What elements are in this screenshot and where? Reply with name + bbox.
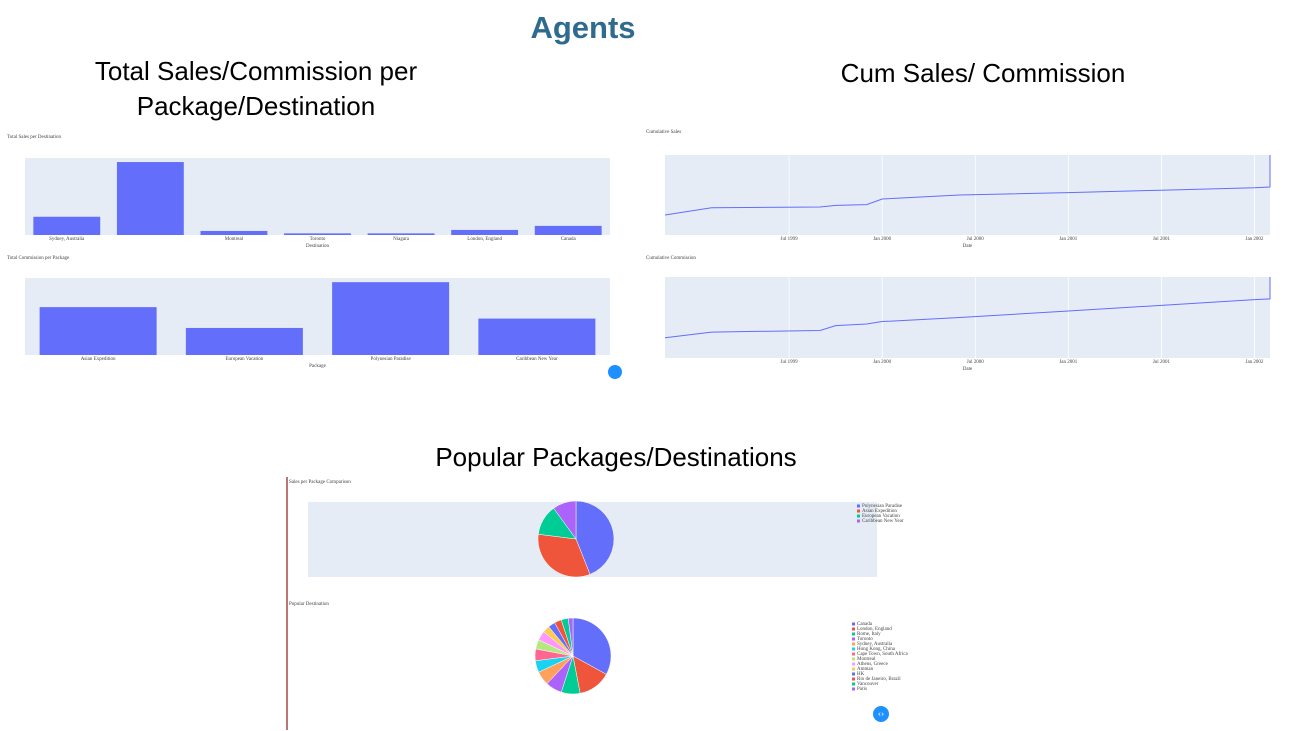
line	[664, 155, 1271, 216]
bar	[332, 282, 450, 355]
x-tick-label: Jul 2001	[1153, 360, 1171, 365]
chart-title: Cumulative Commission	[646, 256, 696, 261]
legend-label: Paris	[857, 687, 867, 692]
legend-swatch	[857, 509, 860, 513]
legend-label: Vancouver	[857, 682, 879, 687]
x-tick-label: Jan 2000	[873, 237, 891, 242]
chart-title: Cumulative Sales	[646, 130, 681, 135]
x-tick-label: Toronto	[310, 237, 326, 242]
legend-label: European Vacation	[862, 514, 900, 519]
x-axis-label: Package	[309, 364, 326, 369]
legend-label: Montreal	[857, 657, 876, 662]
x-tick-label: Jul 2001	[1153, 237, 1171, 242]
x-tick-label: Jul 2000	[967, 237, 985, 242]
pie-slice	[537, 533, 591, 578]
bar	[534, 225, 602, 235]
legend-swatch	[852, 677, 855, 681]
section-title: Total Sales/Commission per Package/Desti…	[94, 56, 418, 121]
legend-label: Toronto	[857, 637, 873, 642]
x-tick-label: Montreal	[225, 237, 244, 242]
legend-swatch	[852, 657, 855, 661]
legend-label: Athens, Greece	[857, 662, 889, 667]
legend-swatch	[852, 632, 855, 636]
bar	[39, 307, 157, 355]
legend-swatch	[852, 652, 855, 656]
legend-label: Asian Expedition	[862, 509, 897, 514]
plot-area	[25, 158, 610, 235]
legend-label: Polynesian Paradise	[862, 504, 903, 509]
section-title: Popular Packages/Destinations	[435, 442, 797, 472]
x-tick-label: Polynesian Paradise	[371, 357, 412, 362]
x-tick-label: Jan 2002	[1246, 237, 1264, 242]
x-tick-label: Sydney, Australia	[49, 237, 85, 242]
legend-swatch	[852, 637, 855, 641]
bar	[478, 318, 596, 355]
legend-swatch	[852, 672, 855, 676]
legend-label: Amman	[857, 667, 874, 672]
x-tick-label: Canada	[561, 237, 577, 242]
legend-label: Cape Town, South Africa	[857, 652, 908, 657]
bar	[284, 233, 351, 235]
pie-slice	[553, 500, 577, 540]
line	[664, 277, 1271, 339]
bar	[33, 216, 101, 235]
legend-swatch	[852, 647, 855, 651]
legend-label: Rio de Janeiro, Brazil	[857, 677, 901, 682]
x-tick-label: Jan 2002	[1246, 360, 1264, 365]
legend-swatch	[857, 504, 860, 508]
x-tick-label: Jan 2000	[873, 360, 891, 365]
section-title: Cum Sales/ Commission	[840, 58, 1126, 88]
chart-title: Total Commission per Package	[7, 256, 70, 261]
legend-label: Rome, Italy	[857, 632, 881, 637]
legend-swatch	[852, 687, 855, 691]
x-tick-label: Jan 2001	[1059, 237, 1077, 242]
legend-swatch	[852, 627, 855, 631]
x-tick-label: Jul 1999	[781, 237, 799, 242]
chart-title: Sales per Package Comparison	[289, 480, 351, 485]
x-axis-label: Date	[963, 367, 973, 372]
legend-swatch	[857, 519, 860, 523]
legend-label: Sydney, Australia	[857, 642, 893, 647]
toggle-button[interactable]	[873, 706, 889, 722]
bar	[200, 230, 268, 235]
bar	[116, 162, 184, 235]
legend-swatch	[852, 662, 855, 666]
pie-slice	[567, 617, 574, 657]
legend-swatch	[852, 642, 855, 646]
x-tick-label: Jul 1999	[781, 360, 799, 365]
chart-title: Total Sales per Destination	[7, 135, 61, 140]
x-tick-label: Niagara	[393, 237, 410, 242]
legend-label: Hong Kong, China	[857, 647, 896, 652]
chart-title: Popular Destination	[289, 602, 329, 607]
bar	[367, 233, 435, 235]
x-tick-label: Jul 2000	[967, 360, 985, 365]
legend-swatch	[857, 514, 860, 518]
bar	[185, 327, 303, 355]
pie-slice	[572, 617, 612, 675]
x-tick-label: London, England	[467, 237, 502, 242]
legend-label: HK	[857, 672, 865, 677]
x-tick-label: European Vacation	[225, 357, 263, 362]
toggle-icon: ‹›	[878, 710, 884, 719]
x-tick-label: Asian Expedition	[81, 357, 116, 362]
pie-slice	[575, 500, 615, 575]
bar	[451, 229, 519, 235]
legend-swatch	[852, 622, 855, 626]
legend-swatch	[852, 682, 855, 686]
legend-label: Canada	[857, 622, 873, 627]
toggle-button[interactable]	[608, 365, 622, 379]
x-tick-label: Caribbean New Year	[516, 357, 558, 362]
x-axis-label: Date	[963, 244, 973, 249]
x-tick-label: Jan 2001	[1059, 360, 1077, 365]
legend-label: Caribbean New Year	[862, 519, 904, 524]
slide-title: Agents	[530, 10, 636, 45]
x-axis-label: Destination	[306, 244, 330, 249]
legend-swatch	[852, 667, 855, 671]
legend-label: London, England	[857, 627, 892, 632]
